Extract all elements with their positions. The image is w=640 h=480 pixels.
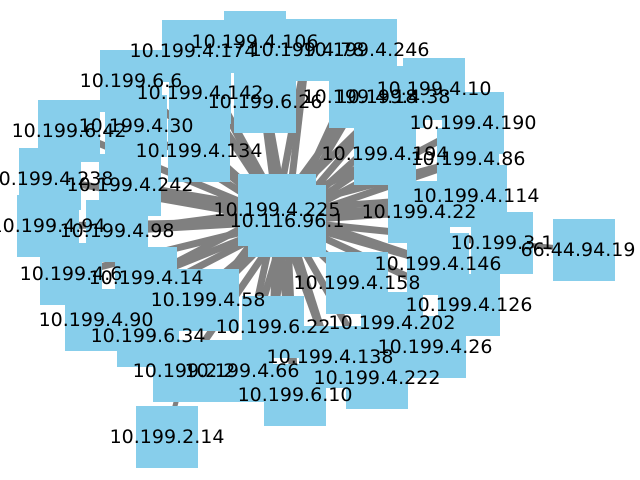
graph-node	[169, 62, 231, 124]
graph-node	[553, 219, 615, 281]
graph-node-labels: 10.199.4.10610.199.4.17410.199.4.7810.19…	[0, 31, 635, 448]
graph-node-label: 10.199.4.22	[362, 201, 477, 223]
graph-node	[177, 269, 239, 331]
graph-node-label: 10.199.4.242	[67, 174, 194, 196]
graph-node-label: 66.44.94.19	[521, 239, 636, 261]
graph-node-label: 10.199.4.86	[411, 148, 526, 170]
graph-node-label: 10.199.4.134	[136, 140, 263, 162]
graph-node-label: 10.199.2.2	[133, 360, 236, 382]
graph-node-label: 10.199.4.30	[79, 115, 194, 137]
graph-node-label: 10.199.4.14	[89, 267, 204, 289]
graph-node-label: 10.199.6.6	[80, 70, 183, 92]
graph-node-label: 10.199.4.126	[406, 294, 533, 316]
graph-node	[211, 340, 273, 402]
graph-node	[248, 185, 326, 257]
graph-node	[234, 71, 296, 133]
graph-node	[168, 120, 230, 182]
graph-node-label: 10.199.4.142	[137, 82, 264, 104]
graph-node	[136, 406, 198, 468]
graph-node-label: 10.199.4.190	[410, 112, 537, 134]
graph-node-label: 10.116.96.1	[230, 210, 345, 232]
graph-node-label: 10.199.4.174	[130, 40, 257, 62]
graph-node	[105, 95, 167, 157]
graph-node	[346, 347, 408, 409]
graph-node-label: 10.199.4.202	[329, 312, 456, 334]
graph-node-label: 10.199.4.225	[214, 199, 341, 221]
graph-node-label: 10.199.6.10	[238, 384, 353, 406]
graph-node-label: 10.199.4.194	[322, 143, 449, 165]
graph-node-label: 10.199.4.158	[294, 272, 421, 294]
graph-node	[354, 123, 416, 185]
graph-node	[362, 66, 424, 128]
graph-node-label: 10.199.4.94	[0, 215, 105, 237]
graph-node-label: 10.199.6.22	[216, 316, 331, 338]
graph-node	[153, 340, 215, 402]
graph-node-label: 10.199.3.1	[451, 232, 554, 254]
graph-node-label: 10.199.4.66	[185, 360, 300, 382]
graph-node	[471, 212, 533, 274]
graph-node-label: 10.199.4.138	[267, 346, 394, 368]
graph-node-label: 10.199.4.106	[192, 31, 319, 53]
graph-node	[388, 181, 450, 243]
graph-node-label: 10.199.4.26	[378, 336, 493, 358]
graph-node	[404, 316, 466, 378]
graph-node-label: 10.199.4.222	[314, 367, 441, 389]
graph-node-label: 10.199.4.58	[151, 289, 266, 311]
graph-node-label: 10.199.2.14	[110, 426, 225, 448]
graph-node-label: 10.199.4.18	[303, 86, 418, 108]
graph-node-label: 10.199.6.26	[208, 91, 323, 113]
graph-node-label: 10.199.4.78	[250, 39, 365, 61]
graph-node-label: 10.199.4.6	[20, 263, 123, 285]
graph-node-label: 10.199.4.98	[60, 220, 175, 242]
graph-node	[264, 364, 326, 426]
graph-node-label: 10.199.4.114	[413, 185, 540, 207]
graph-node-label: 10.199.6.34	[91, 325, 206, 347]
graph-node	[276, 19, 338, 81]
graph-node-label: 10.199.4.90	[39, 309, 154, 331]
graph-node	[65, 289, 127, 351]
graph-node	[224, 11, 286, 73]
graph-node-label: 10.199.4.246	[303, 39, 430, 61]
graph-node-label: 10.199.6.42	[12, 120, 127, 142]
graph-node-boxes	[17, 11, 615, 468]
graph-node-label: 10.199.4.10	[377, 78, 492, 100]
graph-node-label: 10.199.4.238	[0, 168, 113, 190]
graph-node-label: 10.199.4.38	[336, 86, 451, 108]
graph-node-label: 10.199.4.146	[375, 253, 502, 275]
